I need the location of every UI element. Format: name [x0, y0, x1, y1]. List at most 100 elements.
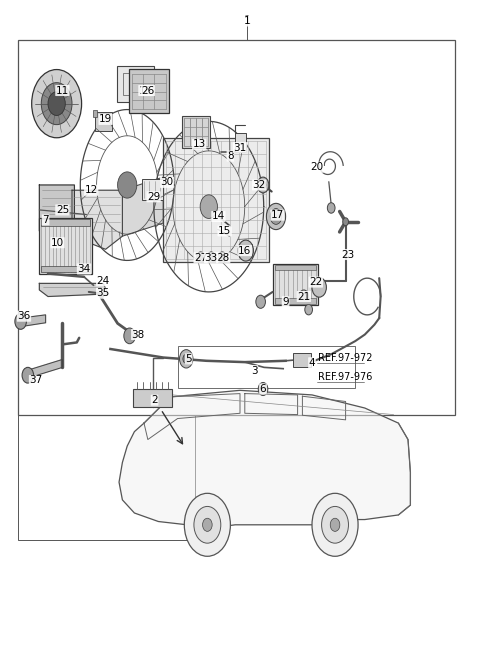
Text: 1: 1 — [243, 14, 251, 27]
Circle shape — [312, 277, 326, 297]
Text: 4: 4 — [309, 358, 315, 368]
Text: 36: 36 — [17, 311, 31, 321]
Bar — [41, 219, 90, 226]
Text: 17: 17 — [271, 210, 284, 220]
Text: 28: 28 — [216, 253, 230, 263]
Text: REF.97-976: REF.97-976 — [318, 371, 372, 382]
Text: 19: 19 — [99, 114, 112, 125]
Circle shape — [330, 518, 340, 531]
Circle shape — [180, 350, 193, 368]
Circle shape — [305, 304, 312, 315]
Bar — [95, 112, 112, 131]
Circle shape — [209, 255, 213, 260]
Circle shape — [301, 293, 306, 300]
Text: 10: 10 — [51, 237, 64, 248]
Circle shape — [48, 92, 65, 115]
Text: 26: 26 — [141, 85, 155, 96]
Bar — [178, 346, 355, 388]
Bar — [239, 244, 252, 257]
Text: 38: 38 — [132, 329, 145, 340]
Bar — [163, 138, 269, 262]
Text: 8: 8 — [227, 151, 234, 161]
Text: 24: 24 — [96, 276, 110, 286]
Circle shape — [183, 354, 190, 363]
Bar — [123, 73, 148, 95]
Polygon shape — [20, 315, 46, 327]
Polygon shape — [26, 359, 62, 379]
Text: 22: 22 — [309, 277, 323, 287]
Circle shape — [270, 209, 282, 224]
Circle shape — [256, 295, 265, 308]
Bar — [142, 179, 163, 200]
Text: 11: 11 — [56, 85, 69, 96]
Text: 2: 2 — [151, 395, 158, 405]
Text: 3: 3 — [251, 365, 258, 376]
Bar — [275, 298, 316, 304]
Circle shape — [220, 255, 224, 260]
Circle shape — [199, 255, 203, 260]
Bar — [18, 415, 195, 540]
Text: 27: 27 — [194, 253, 207, 263]
Text: 21: 21 — [297, 291, 311, 302]
Text: 35: 35 — [96, 288, 110, 298]
Text: 6: 6 — [260, 384, 266, 394]
Text: 30: 30 — [160, 177, 174, 188]
Bar — [39, 218, 92, 274]
Polygon shape — [39, 283, 108, 297]
Text: 31: 31 — [233, 142, 247, 153]
Circle shape — [32, 70, 82, 138]
Circle shape — [15, 314, 26, 329]
Bar — [133, 389, 172, 407]
Polygon shape — [119, 390, 410, 530]
Bar — [129, 69, 169, 113]
Circle shape — [197, 252, 204, 262]
Bar — [182, 116, 210, 148]
Circle shape — [203, 518, 212, 531]
Circle shape — [22, 367, 34, 383]
Bar — [93, 110, 97, 117]
Bar — [117, 66, 154, 102]
Circle shape — [257, 177, 269, 193]
Polygon shape — [72, 190, 122, 249]
Text: 32: 32 — [252, 180, 266, 190]
Circle shape — [266, 203, 286, 230]
Text: 23: 23 — [341, 249, 355, 260]
Text: 13: 13 — [192, 139, 206, 150]
Circle shape — [299, 290, 309, 303]
Bar — [235, 133, 246, 152]
Circle shape — [207, 252, 215, 262]
Text: 15: 15 — [218, 226, 231, 236]
Bar — [293, 353, 311, 367]
Circle shape — [312, 493, 358, 556]
Text: 29: 29 — [147, 192, 160, 202]
Circle shape — [258, 382, 268, 396]
Text: 33: 33 — [204, 253, 218, 263]
Text: 25: 25 — [56, 205, 69, 215]
Text: 20: 20 — [310, 162, 324, 173]
Circle shape — [218, 252, 226, 262]
Circle shape — [327, 203, 335, 213]
Text: 12: 12 — [84, 185, 98, 195]
Text: 9: 9 — [282, 297, 289, 307]
Text: 34: 34 — [77, 264, 91, 274]
Text: 1: 1 — [244, 16, 251, 26]
Circle shape — [118, 172, 137, 198]
Bar — [18, 40, 455, 415]
Circle shape — [261, 386, 265, 392]
Text: 5: 5 — [185, 354, 192, 364]
Circle shape — [124, 328, 135, 344]
Bar — [273, 264, 318, 305]
Text: 18: 18 — [139, 85, 152, 96]
Polygon shape — [39, 185, 74, 246]
Polygon shape — [122, 177, 163, 236]
Text: 37: 37 — [29, 375, 43, 386]
Circle shape — [238, 240, 253, 261]
Circle shape — [343, 218, 348, 226]
Circle shape — [194, 506, 221, 543]
Text: 16: 16 — [238, 245, 252, 256]
Text: 14: 14 — [212, 211, 225, 222]
Circle shape — [200, 195, 217, 218]
Circle shape — [322, 506, 348, 543]
Text: 7: 7 — [42, 215, 49, 225]
Circle shape — [41, 83, 72, 125]
